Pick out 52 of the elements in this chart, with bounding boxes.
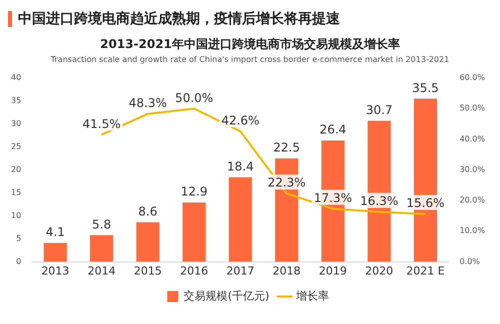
bar — [136, 222, 160, 262]
y-tick-label: 0 — [16, 256, 22, 266]
data-label: 18.4 — [227, 159, 254, 174]
chart-subtitle: 2013-2021年中国进口跨境电商市场交易规模及增长率 — [99, 36, 401, 53]
y2-tick-label: 10.0% — [460, 226, 486, 236]
x-tick-label: 2020 — [365, 264, 394, 278]
y-tick-label: 15 — [10, 188, 22, 197]
data-label: 5.8 — [92, 217, 112, 232]
y2-tick-label: 0.0% — [460, 256, 480, 266]
data-label: 41.5% — [82, 116, 121, 131]
legend-label: 增长率 — [294, 289, 329, 302]
bar — [228, 177, 252, 262]
y-tick-label: 5 — [16, 234, 22, 243]
y-tick-label: 40 — [10, 73, 22, 82]
data-label: 12.9 — [180, 184, 208, 199]
data-label: 22.3% — [268, 176, 306, 190]
x-tick-label: 2021 E — [406, 264, 445, 278]
y-tick-label: 35 — [10, 96, 22, 106]
data-label: 16.3% — [360, 194, 398, 208]
data-label: 26.4 — [320, 122, 346, 137]
data-label: 22.5 — [273, 140, 300, 155]
x-tick-label: 2016 — [180, 264, 208, 278]
data-label: 42.6% — [221, 113, 260, 128]
x-tick-label: 2015 — [134, 264, 162, 278]
legend-label: 交易规模(千亿元) — [184, 289, 270, 302]
bar — [90, 235, 114, 262]
data-label: 8.6 — [138, 204, 158, 218]
y-tick-label: 20 — [10, 164, 22, 174]
data-label: 30.7 — [366, 102, 393, 117]
x-tick-label: 2017 — [226, 264, 254, 278]
chart-title: 中国进口跨境电商趋近成熟期，疫情后增长将再提速 — [18, 10, 340, 28]
y-tick-label: 10 — [10, 210, 22, 220]
bar — [182, 202, 206, 262]
y2-tick-label: 40.0% — [460, 134, 486, 144]
data-label: 4.1 — [46, 225, 65, 240]
y-tick-label: 25 — [10, 142, 22, 152]
data-label: 17.3% — [314, 190, 352, 205]
y2-tick-label: 20.0% — [460, 196, 486, 205]
x-tick-label: 2018 — [272, 264, 301, 278]
y-tick-label: 30 — [10, 119, 22, 128]
y2-tick-label: 60.0% — [460, 73, 486, 82]
data-label: 48.3% — [128, 96, 167, 110]
data-label: 15.6% — [406, 196, 445, 210]
y2-tick-label: 50.0% — [460, 104, 486, 113]
text: Transaction scale and growth rate of China's import cross border e-commerce market in 2013-2021 — [50, 55, 450, 64]
bar — [44, 242, 67, 262]
x-tick-label: 2013 — [41, 264, 70, 278]
x-tick-label: 2014 — [88, 264, 116, 278]
y2-tick-label: 30.0% — [460, 164, 486, 174]
data-label: 35.5 — [412, 80, 439, 95]
x-tick-label: 2019 — [318, 264, 347, 278]
data-label: 50.0% — [175, 90, 214, 105]
